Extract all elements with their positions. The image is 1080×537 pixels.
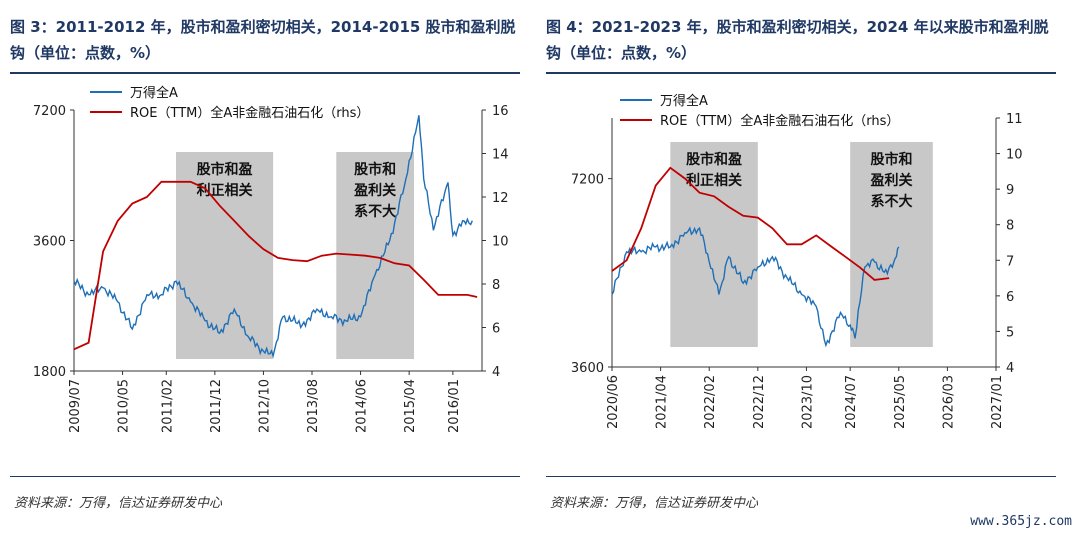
- shaded-period-label: 系不大: [870, 193, 912, 210]
- shaded-period-label: 股市和盈: [197, 161, 253, 178]
- y-right-tick-label: 12: [492, 191, 509, 206]
- y-right-tick-label: 8: [492, 278, 500, 293]
- legend-label: 万得全A: [660, 93, 708, 109]
- y-left-tick-label: 7200: [33, 104, 66, 119]
- legend-label: ROE（TTM）全A非金融石油石化（rhs）: [130, 105, 369, 121]
- series-line-roe: [611, 166, 890, 281]
- y-right-tick-label: 8: [1006, 219, 1014, 234]
- series-line-wind-all-a: [73, 115, 473, 359]
- figure-4-title: 图 4：2021-2023 年，股市和盈利密切相关，2024 年以来股市和盈利脱…: [546, 18, 1049, 62]
- shaded-period-label: 利正相关: [197, 182, 253, 199]
- watermark: www.365jz.com: [970, 514, 1072, 529]
- shaded-period-label: 利正相关: [686, 172, 742, 189]
- x-tick-label: 2021/04: [655, 375, 670, 429]
- y-right-tick-label: 9: [1006, 183, 1014, 198]
- y-right-tick-label: 11: [1006, 112, 1023, 127]
- y-right-tick-label: 5: [1006, 325, 1014, 340]
- y-right-tick-label: 10: [492, 235, 509, 250]
- shaded-period-label: 股市和: [354, 161, 396, 178]
- series-line-wind-all-a: [611, 226, 900, 348]
- figure-3-source: 资料来源：万得，信达证券研发中心: [14, 496, 223, 511]
- shaded-period-2: [850, 142, 933, 347]
- x-tick-label: 2025/05: [893, 375, 908, 429]
- y-left-tick-label: 7200: [571, 173, 604, 188]
- y-left-tick-label: 3600: [33, 235, 66, 250]
- shaded-period-label: 股市和盈: [686, 151, 742, 168]
- figure-4-source: 资料来源：万得，信达证券研发中心: [550, 496, 759, 511]
- x-tick-label: 2016/01: [447, 379, 462, 433]
- x-tick-label: 2012/10: [257, 379, 272, 433]
- figure-3-bottom-rule: [10, 476, 520, 477]
- y-right-tick-label: 4: [492, 365, 500, 380]
- x-tick-label: 2015/04: [403, 379, 418, 433]
- x-tick-label: 2011/02: [160, 379, 175, 433]
- x-tick-label: 2009/07: [68, 379, 83, 433]
- figure-3-title: 图 3：2011-2012 年，股市和盈利密切相关，2014-2015 股市和盈…: [10, 18, 516, 62]
- shaded-period-label: 股市和: [870, 151, 912, 168]
- figure-3-top-rule: [10, 72, 520, 74]
- x-tick-label: 2024/07: [844, 375, 859, 429]
- x-tick-label: 2010/05: [117, 379, 132, 433]
- shaded-period-label: 盈利关: [353, 182, 396, 199]
- y-right-tick-label: 4: [1006, 361, 1014, 376]
- y-right-tick-label: 6: [492, 322, 500, 337]
- y-left-tick-label: 3600: [571, 361, 604, 376]
- y-right-tick-label: 10: [1006, 148, 1023, 163]
- x-tick-label: 2027/01: [990, 375, 1005, 429]
- x-tick-label: 2022/02: [703, 375, 718, 429]
- x-tick-label: 2020/06: [606, 375, 621, 429]
- y-right-tick-label: 16: [492, 104, 509, 119]
- y-right-tick-label: 7: [1006, 254, 1014, 269]
- shaded-period-1: [670, 142, 758, 347]
- x-tick-label: 2026/03: [941, 375, 956, 429]
- x-tick-label: 2013/08: [306, 379, 321, 433]
- x-tick-label: 2014/06: [355, 379, 370, 433]
- legend-label: 万得全A: [130, 85, 178, 101]
- y-right-tick-label: 14: [492, 148, 509, 163]
- x-tick-label: 2023/10: [800, 375, 815, 429]
- shaded-period-2: [336, 152, 414, 359]
- legend-label: ROE（TTM）全A非金融石油石化（rhs）: [660, 113, 899, 129]
- figure-4-bottom-rule: [546, 476, 1056, 477]
- y-right-tick-label: 6: [1006, 290, 1014, 305]
- y-left-tick-label: 1800: [33, 365, 66, 380]
- x-tick-label: 2022/12: [752, 375, 767, 429]
- shaded-period-label: 系不大: [354, 203, 396, 220]
- shaded-period-label: 盈利关: [869, 172, 912, 189]
- series-line-roe: [73, 180, 478, 351]
- figure-4-top-rule: [546, 72, 1056, 74]
- x-tick-label: 2011/12: [209, 379, 224, 433]
